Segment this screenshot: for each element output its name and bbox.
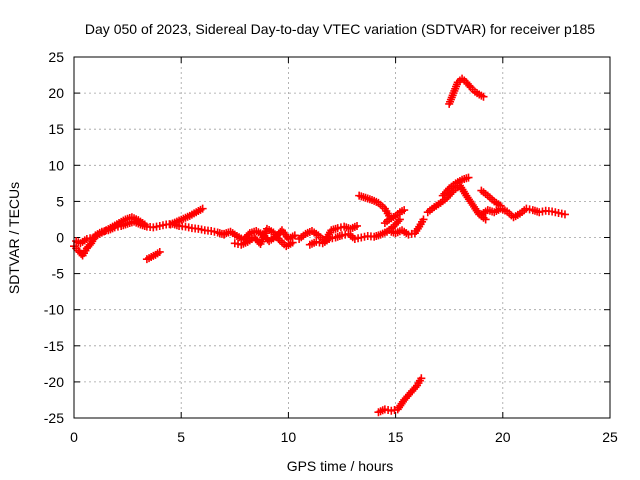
y-tick-label: 25	[48, 49, 64, 65]
y-tick-label: 5	[56, 193, 64, 209]
data-point	[155, 247, 164, 256]
y-tick-label: -15	[44, 338, 64, 354]
series-arc-11	[380, 206, 409, 228]
series-arc-1	[70, 217, 229, 260]
series-arc-9	[355, 191, 394, 220]
data-point	[198, 204, 207, 213]
y-tick-label: -25	[44, 410, 64, 426]
y-tick-label: -5	[52, 266, 65, 282]
chart-title: Day 050 of 2023, Sidereal Day-to-day VTE…	[85, 21, 595, 37]
y-tick-label: 15	[48, 121, 64, 137]
x-tick-label: 10	[281, 429, 297, 445]
series-arc-6	[230, 224, 297, 251]
y-tick-label: -20	[44, 374, 64, 390]
data-point	[479, 92, 488, 101]
data-point	[419, 215, 428, 224]
data-point	[481, 215, 490, 224]
series-arc-3	[166, 204, 207, 229]
gridlines	[74, 57, 610, 418]
data-point	[353, 221, 362, 230]
series-arc-12	[374, 374, 426, 417]
data-point	[464, 173, 473, 182]
y-tick-label: 0	[56, 230, 64, 246]
series-arc-10	[387, 215, 428, 239]
x-tick-label: 0	[70, 429, 78, 445]
x-axis-title: GPS time / hours	[287, 458, 394, 474]
plot-frame	[73, 56, 611, 419]
x-tick-label: 20	[495, 429, 511, 445]
series-arc-16	[477, 204, 569, 222]
data-point	[496, 201, 505, 210]
y-tick-label: 20	[48, 85, 64, 101]
tick-labels: 0 5 10 15 20 25 -25 -20 -15 -10 -5 0 5 10 15 20 25	[44, 49, 618, 445]
data-point	[290, 231, 299, 240]
series-arc-15	[445, 74, 488, 108]
y-axis-title: SDTVAR / TECUs	[6, 182, 22, 294]
y-tick-label: -10	[44, 302, 64, 318]
series-arc-8	[305, 215, 404, 249]
x-tick-label: 5	[177, 429, 185, 445]
data-points	[70, 74, 569, 417]
data-point	[288, 238, 297, 247]
data-point	[400, 206, 409, 215]
x-tick-label: 25	[602, 429, 618, 445]
x-tick-label: 15	[388, 429, 404, 445]
series-arc-4	[142, 247, 164, 264]
series-arc-14	[438, 173, 473, 200]
y-tick-label: 10	[48, 157, 64, 173]
data-point	[395, 215, 404, 224]
data-point	[560, 210, 569, 219]
data-point	[140, 220, 149, 229]
data-point	[417, 374, 426, 383]
series-arc-13	[423, 181, 490, 224]
series-arc-2	[72, 213, 149, 248]
series-arc-17	[477, 186, 505, 210]
series-arc-7	[295, 221, 362, 246]
